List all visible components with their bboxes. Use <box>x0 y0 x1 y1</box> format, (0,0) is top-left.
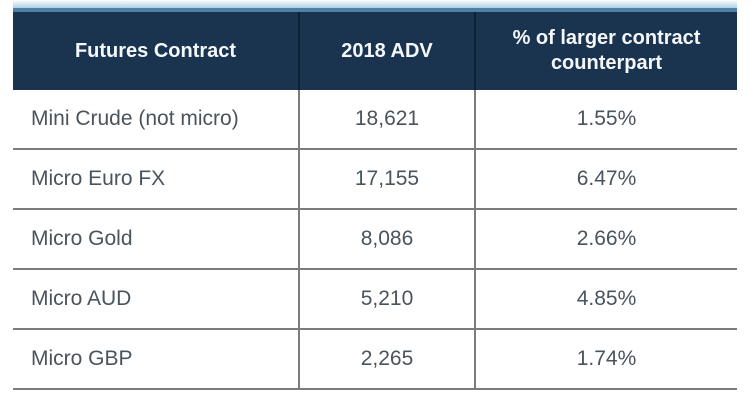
futures-contracts-table: Futures Contract 2018 ADV % of larger co… <box>13 0 737 390</box>
cell-adv-value: 17,155 <box>298 150 474 208</box>
table-row: Micro Euro FX 17,155 6.47% <box>13 150 737 210</box>
cell-contract-name: Mini Crude (not micro) <box>31 107 239 130</box>
cell-pct-value: 1.74% <box>474 330 737 388</box>
cell-adv-value: 2,265 <box>298 330 474 388</box>
table-row: Mini Crude (not micro) 18,621 1.55% <box>13 90 737 150</box>
cell-adv-value: 8,086 <box>298 210 474 268</box>
table-row: Micro GBP 2,265 1.74% <box>13 330 737 390</box>
cell-contract-name: Micro AUD <box>31 287 132 310</box>
cell-adv-value: 5,210 <box>298 270 474 328</box>
header-cell-2018-adv: 2018 ADV <box>298 12 474 90</box>
cell-adv-value: 18,621 <box>298 90 474 148</box>
table-row: Micro Gold 8,086 2.66% <box>13 210 737 270</box>
cell-contract-name: Micro Euro FX <box>31 167 166 190</box>
cell-pct-value: 6.47% <box>474 150 737 208</box>
table-top-accent-gradient <box>13 0 737 8</box>
header-label-pct-of-larger-contract: % of larger contract counterpart <box>512 27 701 74</box>
table-top-accent-line <box>13 8 737 12</box>
header-label-futures-contract: Futures Contract <box>74 39 237 62</box>
cell-pct-value: 4.85% <box>474 270 737 328</box>
table-header-row: Futures Contract 2018 ADV % of larger co… <box>13 12 737 90</box>
cell-contract-name: Micro GBP <box>31 347 133 370</box>
header-label-2018-adv: 2018 ADV <box>341 39 433 62</box>
cell-pct-value: 1.55% <box>474 90 737 148</box>
cell-contract-name: Micro Gold <box>31 227 133 250</box>
header-cell-pct-of-larger-contract: % of larger contract counterpart <box>474 12 737 90</box>
header-cell-futures-contract: Futures Contract <box>13 12 298 90</box>
table-row: Micro AUD 5,210 4.85% <box>13 270 737 330</box>
cell-pct-value: 2.66% <box>474 210 737 268</box>
